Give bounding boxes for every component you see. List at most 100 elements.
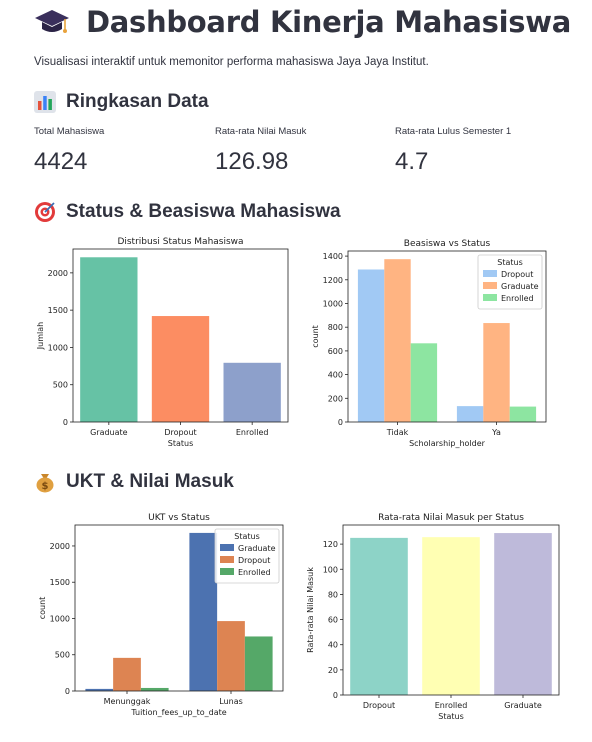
y-tick-label: 200	[328, 394, 343, 403]
bar-dropout	[357, 269, 385, 422]
graduation-cap-icon	[35, 10, 69, 33]
page-description: Visualisasi interaktif untuk memonitor p…	[34, 56, 429, 68]
metric-label: Rata-rata Nilai Masuk	[215, 126, 307, 137]
legend-swatch	[220, 544, 234, 551]
bar-enrolled	[422, 537, 480, 695]
x-tick-label: Graduate	[90, 428, 128, 437]
chart-title: Rata-rata Nilai Masuk per Status	[378, 513, 524, 523]
y-tick-label: 600	[328, 347, 343, 356]
chart-distribusi-status: Distribusi Status Mahasiswa 0 500 1000 1500 2…	[36, 237, 289, 448]
y-tick-label: 1200	[323, 276, 343, 285]
bar-enrolled	[140, 687, 169, 691]
bar-graduate	[189, 532, 218, 691]
y-tick-label: 0	[63, 418, 68, 427]
x-tick-label: Ya	[491, 428, 501, 437]
y-tick-label: 500	[53, 381, 68, 390]
target-icon	[35, 202, 55, 222]
x-axis-label: Status	[168, 439, 194, 448]
x-tick-label: Dropout	[363, 701, 395, 710]
x-tick-label: Enrolled	[435, 701, 468, 710]
y-axis-label: count	[38, 597, 47, 620]
section-title: UKT & Nilai Masuk	[66, 471, 234, 492]
y-tick-label: 1500	[50, 578, 70, 587]
chart-title: Beasiswa vs Status	[404, 239, 491, 249]
bar-dropout	[151, 316, 210, 422]
plot-frame	[74, 524, 284, 692]
x-tick-label: Dropout	[164, 428, 196, 437]
y-tick-label: 120	[323, 540, 338, 549]
legend-title: Status	[234, 532, 260, 541]
metric-total-mahasiswa: Total Mahasiswa 4424	[34, 126, 204, 176]
x-tick-label: Enrolled	[236, 428, 269, 437]
bar-enrolled	[509, 406, 537, 422]
bar-dropout	[350, 537, 408, 695]
section-title: Status & Beasiswa Mahasiswa	[66, 201, 341, 222]
chart-rata-nilai-masuk: Rata-rata Nilai Masuk per Status 0 20 40 60 8…	[306, 513, 560, 721]
y-tick-label: 60	[328, 616, 338, 625]
bar-graduate	[494, 533, 552, 695]
chart-beasiswa-vs-status: Beasiswa vs Status 0 200 400 600 800 1000 1200 1…	[311, 239, 547, 448]
legend-swatch	[483, 282, 497, 289]
x-axis-label: Tuition_fees_up_to_date	[130, 708, 226, 717]
section-ukt-header: $ UKT & Nilai Masuk	[34, 469, 234, 495]
y-tick-label: 800	[328, 323, 343, 332]
legend-swatch	[220, 556, 234, 563]
bar-enrolled	[410, 343, 438, 422]
metric-value: 126.98	[215, 148, 289, 175]
svg-text:$: $	[42, 481, 49, 492]
section-summary-header: Ringkasan Data	[34, 89, 209, 115]
legend-title: Status	[497, 258, 523, 267]
y-tick-label: 1500	[48, 306, 68, 315]
y-tick-label: 0	[338, 418, 343, 427]
money-bag-icon: $	[36, 474, 54, 493]
bar-dropout	[217, 621, 245, 691]
y-tick-label: 1000	[50, 614, 70, 623]
section-status-header: Status & Beasiswa Mahasiswa	[34, 199, 341, 225]
chart-ukt-vs-status: UKT vs Status 0 500 1000 1500 2000 Menunggak Lu…	[38, 513, 284, 717]
x-tick-label: Tidak	[386, 428, 409, 437]
y-tick-label: 1000	[323, 299, 343, 308]
legend-label: Graduate	[238, 544, 276, 553]
metric-rata-nilai-masuk: Rata-rata Nilai Masuk 126.98	[215, 126, 385, 176]
legend-label: Enrolled	[238, 568, 271, 577]
bar-enrolled	[223, 362, 281, 422]
bar-dropout	[113, 657, 141, 691]
bar-dropout	[456, 406, 484, 422]
plot-frame	[72, 248, 289, 423]
y-tick-label: 80	[328, 590, 338, 599]
plot-frame	[342, 524, 560, 696]
y-axis-label: count	[311, 325, 320, 348]
page-header: Dashboard Kinerja Mahasiswa	[34, 2, 571, 42]
y-tick-label: 100	[323, 565, 338, 574]
metric-rata-lulus-semester-1: Rata-rata Lulus Semester 1 4.7	[395, 126, 565, 176]
x-axis-label: Scholarship_holder	[409, 439, 486, 448]
x-axis-label: Status	[438, 712, 464, 721]
y-tick-label: 20	[328, 666, 338, 675]
legend-swatch	[220, 568, 234, 575]
metric-value: 4424	[34, 148, 88, 175]
x-tick-label: Lunas	[219, 697, 243, 706]
legend-swatch	[483, 270, 497, 277]
bar-graduate	[483, 323, 510, 422]
metric-label: Total Mahasiswa	[34, 126, 105, 137]
legend-label: Graduate	[501, 282, 539, 291]
x-tick-label: Graduate	[504, 701, 542, 710]
bar-graduate	[85, 688, 114, 691]
y-axis-label: Jumlah	[36, 322, 45, 350]
metric-label: Rata-rata Lulus Semester 1	[395, 126, 512, 137]
y-tick-label: 400	[328, 371, 343, 380]
y-tick-label: 0	[65, 687, 70, 696]
y-tick-label: 40	[328, 641, 338, 650]
y-tick-label: 0	[333, 691, 338, 700]
y-tick-label: 1000	[48, 343, 68, 352]
section-title: Ringkasan Data	[66, 91, 209, 112]
page-title: Dashboard Kinerja Mahasiswa	[86, 5, 571, 39]
legend-label: Enrolled	[501, 294, 534, 303]
y-tick-label: 2000	[48, 269, 68, 278]
y-tick-label: 500	[55, 651, 70, 660]
bar-chart-icon	[34, 91, 56, 113]
bar-graduate	[384, 259, 411, 422]
legend-swatch	[483, 294, 497, 301]
legend-label: Dropout	[501, 270, 533, 279]
y-axis-label: Rata-rata Nilai Masuk	[306, 567, 315, 653]
